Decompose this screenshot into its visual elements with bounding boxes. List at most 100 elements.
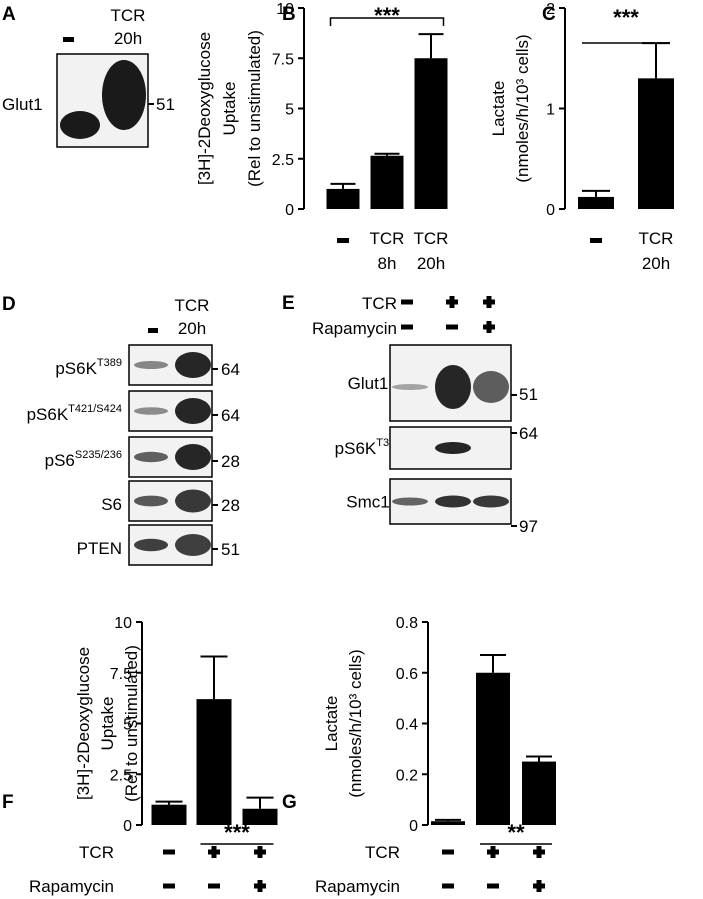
blot-band [134,361,168,369]
blot-band [435,365,471,409]
blot-band [473,495,509,508]
panel-label-e: E [282,293,295,314]
blot-band [392,384,428,390]
condition-sign [254,846,266,858]
blot-marker: 28 [221,452,240,471]
category-minus [337,238,349,243]
lane-header-line2: 20h [178,319,206,338]
condition-sign [208,883,220,889]
y-tick-label: 0.4 [396,717,418,734]
category-label: TCR [370,229,405,248]
bar [522,761,556,825]
chart-b: B 0 2.5 5 7.5 10 [3H]-2Deoxyglucose Uptake (Rel … [195,1,449,273]
bar [638,78,674,209]
condition-sign [446,296,458,308]
blot-protein-label: S6 [101,495,122,514]
significance-label: *** [374,3,400,28]
condition-sign [163,883,175,889]
condition-sign [487,846,499,858]
blot-protein-label: pS6KT421/S424 [27,403,122,424]
y-axis-label: Lactate [489,81,508,137]
bar [431,821,465,825]
condition-name: TCR [365,843,400,862]
bar [476,672,510,825]
y-tick-label: 10 [276,1,294,18]
condition-sign [208,846,220,858]
blot-marker: 51 [519,385,538,404]
y-tick-label: 2 [546,1,555,18]
category-label: 8h [378,254,397,273]
y-tick-label: 10 [114,615,132,632]
blot-band [435,442,471,454]
condition-sign [254,880,266,892]
protein-name: PTEN [77,539,122,558]
panel-a-blot: A TCR 20h Glut1 51 [2,4,175,148]
y-tick-label: 0 [285,202,294,219]
bar [414,58,448,209]
protein-name: pS6K [335,439,377,458]
bar [326,188,360,209]
condition-name-tcr: TCR [362,294,397,313]
blot-band [392,497,428,506]
panel-label: G [282,792,297,813]
lane-header-line1: TCR [111,6,146,25]
protein-name: Smc1 [346,493,389,512]
blot-marker: 64 [221,406,240,425]
condition-name-rapamycin: Rapamycin [312,319,397,338]
condition-sign [442,849,454,855]
condition-sign [483,296,495,308]
blot-band [134,407,168,415]
y-tick-label: 0 [546,202,555,219]
protein-site: T389 [97,357,122,369]
y-tick-label: 2.5 [110,767,132,784]
panel-label: C [542,4,556,25]
blot-band [134,495,168,507]
condition-sign [533,846,545,858]
protein-name: Glut1 [348,374,389,393]
y-axis-label: (Rel to unstimulated) [245,30,264,187]
y-axis-label: (nmoles/h/10³ cells) [513,34,532,182]
significance-label: *** [224,820,250,845]
blot-band [60,111,100,139]
blot-marker: 97 [519,517,538,536]
blot-band [175,398,211,424]
panel-label-d: D [2,294,16,315]
blot-marker: 51 [221,540,240,559]
panel-label: B [282,4,296,25]
significance-label: *** [613,5,639,30]
y-tick-label: 1 [546,102,555,119]
y-axis-label: (nmoles/h/10³ cells) [346,649,365,797]
y-axis-label: [3H]-2Deoxyglucose [74,647,93,800]
significance-bracket [329,17,445,26]
condition-name: Rapamycin [29,877,114,896]
condition-sign [401,324,413,330]
y-tick-label: 7.5 [110,666,132,683]
y-axis-label: [3H]-2Deoxyglucose [195,32,214,185]
bar [196,699,232,825]
bar [151,804,187,825]
y-axis-label: (Rel to unstimulated) [122,645,141,802]
chart-c: C 0 1 2 Lactate (nmoles/h/10³ cells) *** TCR 20h [489,1,674,273]
blot-band [175,534,211,556]
blot-band [175,444,211,470]
blot-band [175,352,211,378]
significance-label: ** [507,820,525,845]
condition-sign [487,883,499,889]
protein-name: pS6 [45,451,75,470]
blot-protein-label: PTEN [77,539,122,558]
y-tick-label: 0.8 [396,615,418,632]
blot-marker: 28 [221,496,240,515]
y-axis-label: Uptake [98,697,117,751]
y-tick-label: 0 [409,818,418,835]
condition-name: TCR [79,843,114,862]
y-tick-label: 0.2 [396,767,418,784]
bar [242,808,278,825]
y-tick-label: 2.5 [272,152,294,169]
blot-band [134,538,168,552]
category-label: 20h [417,254,445,273]
blot-band [134,451,168,463]
blot-protein-label: pS6S235/236 [45,449,122,470]
